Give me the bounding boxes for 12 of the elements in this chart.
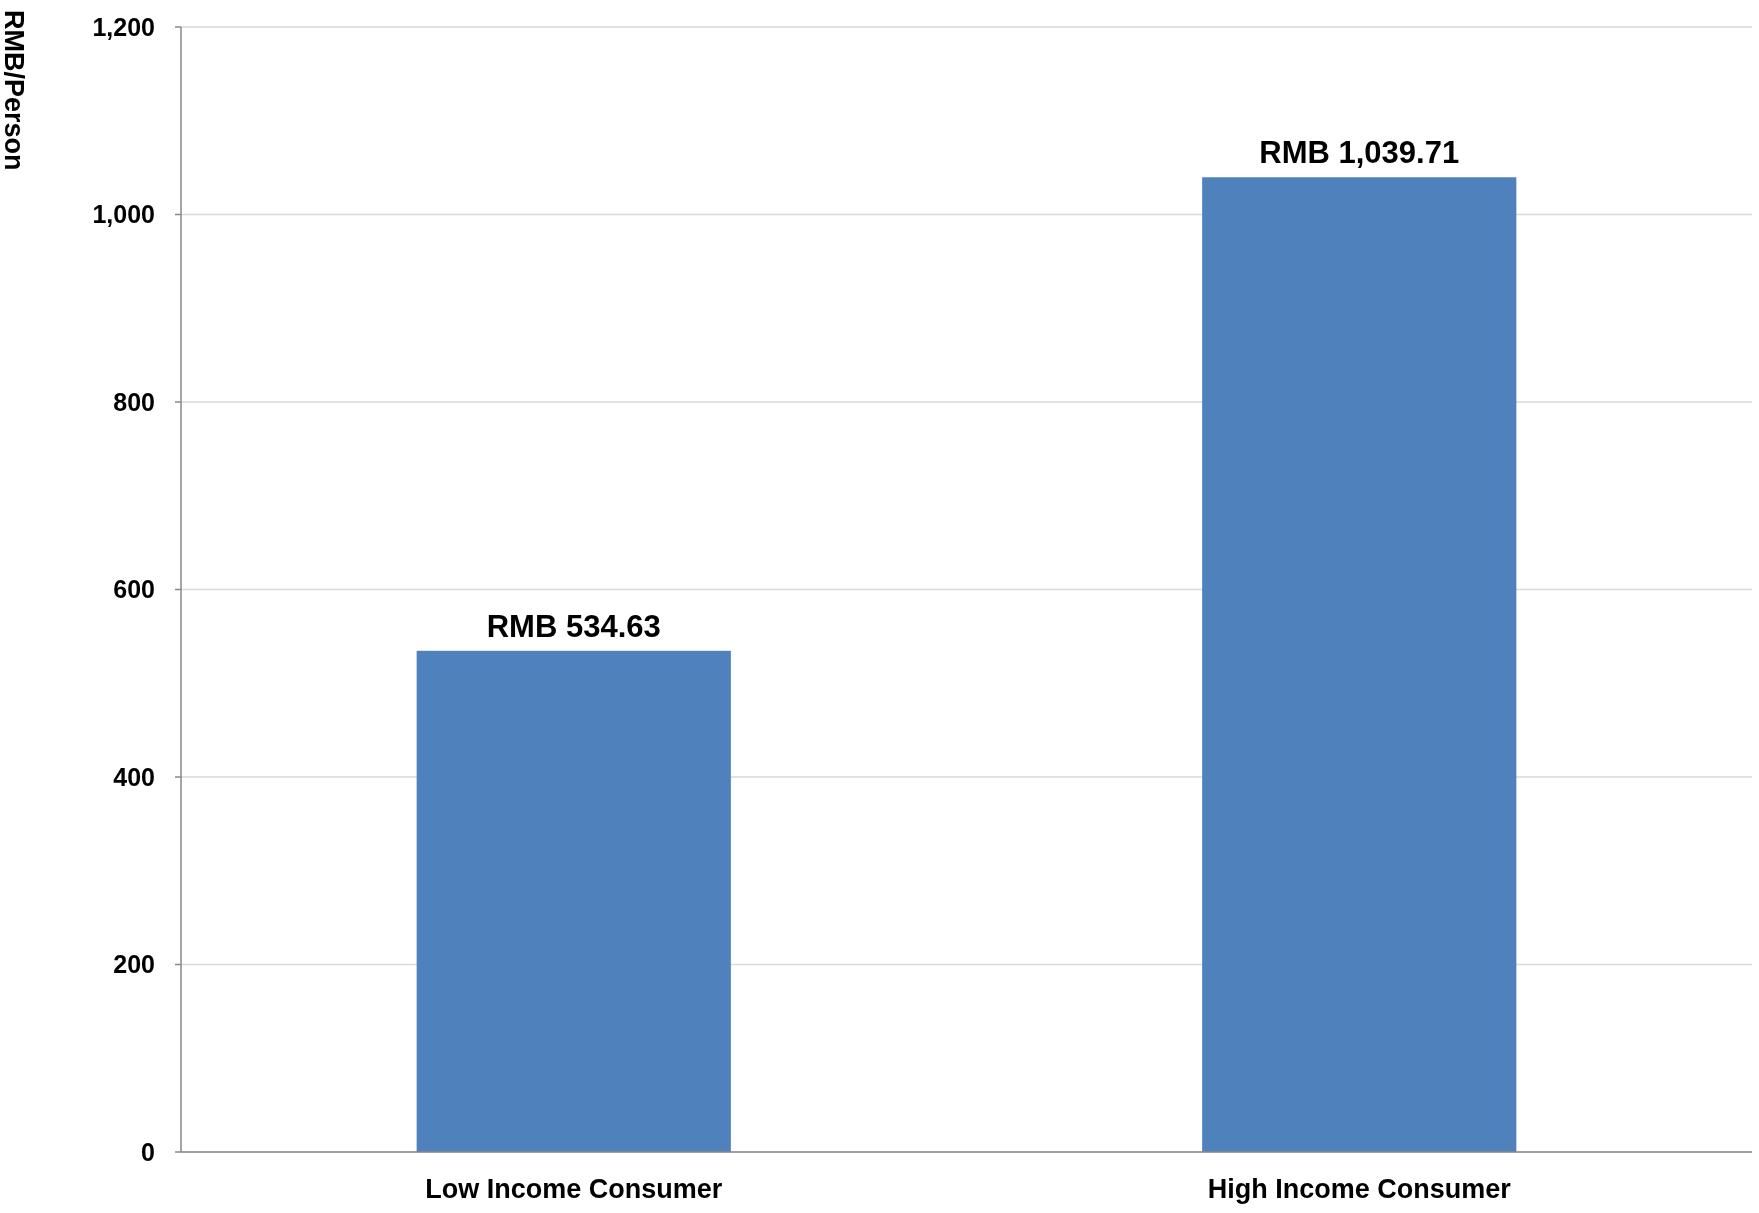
y-tick-label: 800: [113, 387, 155, 416]
data-label: RMB 534.63: [486, 608, 661, 644]
data-label: RMB 1,039.71: [1259, 135, 1460, 171]
y-axis-title: RMB/Person: [0, 10, 29, 171]
y-tick-label: 600: [113, 575, 155, 604]
y-tick-label: 400: [113, 762, 155, 791]
y-tick-label: 200: [113, 950, 155, 979]
x-tick-label: Low Income Consumer: [425, 1174, 723, 1204]
x-tick-label: High Income Consumer: [1207, 1174, 1512, 1204]
y-tick-label: 1,000: [92, 200, 155, 229]
y-tick-label: 1,200: [92, 12, 155, 41]
y-tick-label: 0: [141, 1137, 155, 1166]
